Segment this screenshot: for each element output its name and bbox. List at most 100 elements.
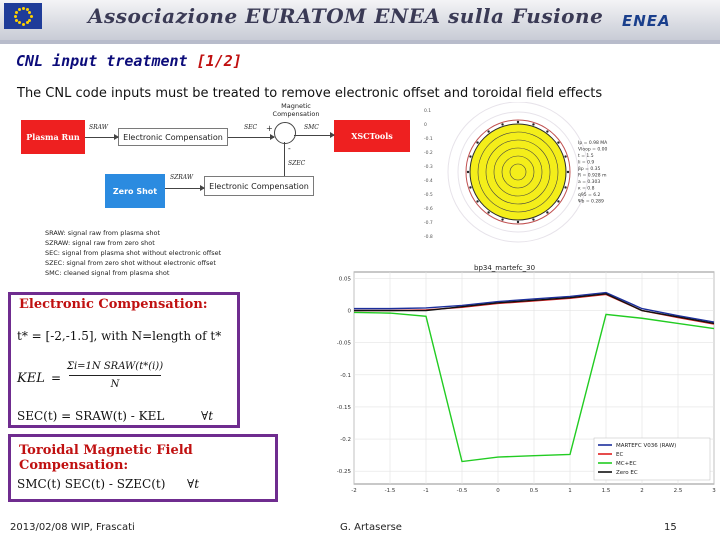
plasma-run-block: Plasma Run <box>21 120 85 154</box>
zero-shot-block: Zero Shot <box>105 174 165 208</box>
eq-parameter-text: Ψb = 0.289 <box>578 199 604 205</box>
slide-subtitle: The CNL code inputs must be treated to r… <box>17 86 603 101</box>
ts-series-line <box>354 293 715 325</box>
ts-x-tick-label: 3 <box>712 488 716 494</box>
eq-probe-marker <box>487 130 490 133</box>
signal-time-series-chart: bp34_martefc_30 0.05 0 -0.05 -0.1 -0.15 -0.2 -… <box>337 264 716 494</box>
eq-probe-marker <box>532 123 535 126</box>
xsctools-block: XSCTools <box>334 120 410 152</box>
eq-probe-marker <box>557 141 560 144</box>
plus-sign: + <box>266 124 273 133</box>
header-banner: Associazione EURATOM ENEA sulla Fusione … <box>0 0 720 40</box>
ts-x-tick-label: 2.5 <box>674 488 683 494</box>
eu-star-icon <box>14 10 18 14</box>
eq-parameter-text: Ip = 0.98 MA <box>578 140 608 146</box>
eu-star-icon <box>25 21 29 25</box>
eq-parameter-text: Vloop = 0.00 <box>578 147 607 153</box>
eq-y-tick-label: -0.1 <box>424 136 433 142</box>
electronic-compensation-block-1: Electronic Compensation <box>118 128 228 146</box>
ts-legend-label: EC <box>616 452 623 458</box>
ts-y-tick-label: 0.05 <box>339 276 352 282</box>
eq-probe-marker <box>476 141 479 144</box>
ts-series-line <box>354 291 715 323</box>
kel-denominator: N <box>110 379 120 390</box>
eq-probe-marker <box>546 130 549 133</box>
slide-title-main: CNL input treatment <box>16 52 188 70</box>
eu-star-icon <box>17 21 21 25</box>
kel-numerator: Σi=1N SRAW(t*(i)) <box>66 361 164 372</box>
ts-x-tick-label: -1 <box>423 488 428 494</box>
signal-sz-raw: SZRAW <box>170 174 194 181</box>
ts-x-tick-label: 1.5 <box>602 488 611 494</box>
signal-s-mc: SMC <box>304 124 319 131</box>
eu-star-icon <box>29 14 33 18</box>
eu-flag-icon <box>4 3 42 29</box>
banner-divider <box>0 40 720 44</box>
arrow-ec2-to-junction <box>284 142 285 176</box>
arrow-junction-to-xsc <box>294 132 335 138</box>
legend-item: SMC: cleaned signal from plasma shot <box>45 269 170 277</box>
ts-y-tick-label: -0.25 <box>337 469 352 475</box>
enea-logo: ENEA <box>622 12 671 30</box>
eq-parameter-text: li = 0.9 <box>578 160 594 166</box>
toroidal-compensation-box: Toroidal Magnetic Field Compensation: SM… <box>8 434 278 502</box>
eu-star-icon <box>28 10 32 14</box>
eq-y-tick-label: -0.5 <box>424 192 433 198</box>
legend-item: SEC: signal from plasma shot without ele… <box>45 249 222 257</box>
ec-box-title: Electronic Compensation: <box>19 297 208 312</box>
eq-probe-marker <box>532 218 535 221</box>
ts-series-line <box>353 311 715 463</box>
ts-x-tick-label: 0 <box>496 488 500 494</box>
eq-y-tick-label: -0.3 <box>424 164 433 170</box>
eq-y-tick-label: -0.6 <box>424 206 433 212</box>
slide-title: CNL input treatment [1/2] <box>16 52 242 70</box>
eq-probe-marker <box>469 186 472 189</box>
eq-probe-marker <box>566 170 570 174</box>
eq-y-tick-label: -0.8 <box>424 234 433 240</box>
signal-s-raw: SRAW <box>89 124 108 131</box>
eq-y-tick-label: -0.7 <box>424 220 433 226</box>
eq-probe-marker <box>466 170 470 174</box>
ts-x-tick-label: -2 <box>351 488 356 494</box>
signal-s-ec: SEC <box>244 124 258 131</box>
eq-y-tick-label: 0.1 <box>424 108 431 114</box>
kel-equals: = <box>51 371 62 385</box>
eq-y-tick-label: 0 <box>424 122 427 128</box>
eq-probe-marker <box>557 200 560 203</box>
eq-probe-marker <box>501 218 504 221</box>
electronic-compensation-box: Electronic Compensation: t* = [-2,-1.5],… <box>8 292 240 428</box>
eu-star-icon <box>13 14 17 18</box>
summing-junction <box>274 122 296 144</box>
legend-item: SRAW: signal raw from plasma shot <box>45 229 161 237</box>
arrow-ec-to-junction <box>228 134 275 140</box>
ts-x-tick-label: -0.5 <box>457 488 468 494</box>
legend-item: SZEC: signal from zero shot without elec… <box>45 259 216 267</box>
legend-item: SZRAW: signal raw from zero shot <box>45 239 155 247</box>
kel-label: KEL <box>17 371 45 386</box>
ts-legend-label: MARTEFC V036 (RAW) <box>616 443 676 449</box>
eq-y-tick-label: -0.4 <box>424 178 433 184</box>
ts-x-tick-label: -1.5 <box>385 488 396 494</box>
eq-probe-marker <box>546 211 549 214</box>
ts-legend: MARTEFC V036 (RAW) EC MC+EC Zero EC <box>593 437 711 481</box>
footer-date-event: 2013/02/08 WIP, Frascati <box>10 522 135 533</box>
ts-y-tick-label: 0 <box>348 309 352 315</box>
eq-probe-marker <box>469 155 472 158</box>
ts-legend-box <box>593 437 711 481</box>
footer-page-number: 15 <box>664 522 677 533</box>
eq-probe-marker <box>487 211 490 214</box>
eu-star-icon <box>21 6 25 10</box>
eu-star-icon <box>25 7 29 11</box>
banner-title: Associazione EURATOM ENEA sulla Fusione <box>88 4 604 28</box>
minus-sign: - <box>288 144 291 153</box>
eq-parameter-text: a = 0.303 <box>578 179 600 185</box>
eq-parameter-text: κ = 0.8 <box>578 186 595 192</box>
ts-legend-label: MC+EC <box>616 461 637 467</box>
smc-equation: SMC(t) SEC(t) - SZEC(t) <box>17 477 166 491</box>
eq-probe-markers <box>466 120 570 224</box>
eq-y-ticks: 0.1 0 -0.1 -0.2 -0.3 -0.4 -0.5 -0.6 -0.7 -0.8 <box>424 108 433 240</box>
ts-legend-label: Zero EC <box>616 470 638 476</box>
electronic-compensation-block-2: Electronic Compensation <box>204 176 314 196</box>
eq-parameter-text: R = 0.928 m <box>578 173 606 179</box>
eq-flux-surfaces <box>447 102 589 243</box>
